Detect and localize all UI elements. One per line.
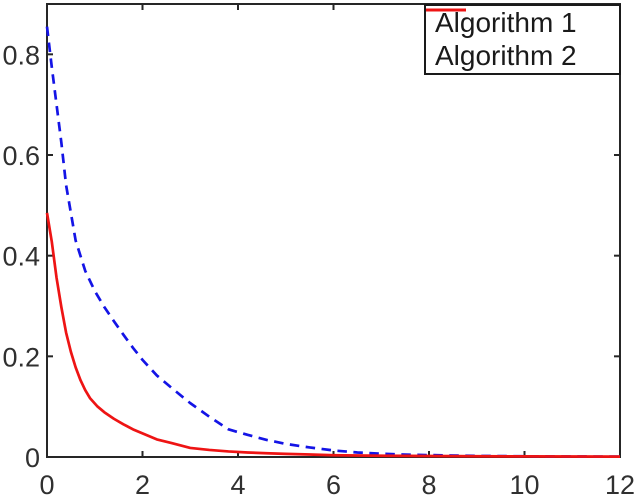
x-tick-label: 8	[421, 470, 436, 497]
legend-label-algorithm-2: Algorithm 2	[435, 40, 577, 72]
legend-item-algorithm-2: Algorithm 2	[426, 8, 619, 73]
legend-label-algorithm-1: Algorithm 1	[435, 6, 577, 38]
legend-solid-line-icon	[426, 8, 466, 12]
legend-box: Algorithm 1 Algorithm 2	[424, 4, 621, 75]
y-tick-label: 0	[25, 443, 40, 473]
x-tick-label: 0	[39, 470, 54, 497]
x-tick-label: 6	[326, 470, 341, 497]
series-curve-1	[45, 26, 621, 458]
x-tick-label: 4	[230, 470, 245, 497]
y-tick-label: 0.6	[2, 141, 40, 171]
legend-item-algorithm-1: Algorithm 1	[426, 6, 619, 39]
y-tick-label: 0.8	[2, 40, 40, 70]
x-tick-label: 12	[605, 470, 635, 497]
x-tick-label: 10	[509, 470, 539, 497]
x-tick-label: 2	[135, 470, 150, 497]
series-curve-2	[45, 212, 621, 458]
y-tick-label: 0.4	[2, 242, 40, 272]
y-tick-label: 0.2	[2, 342, 40, 372]
